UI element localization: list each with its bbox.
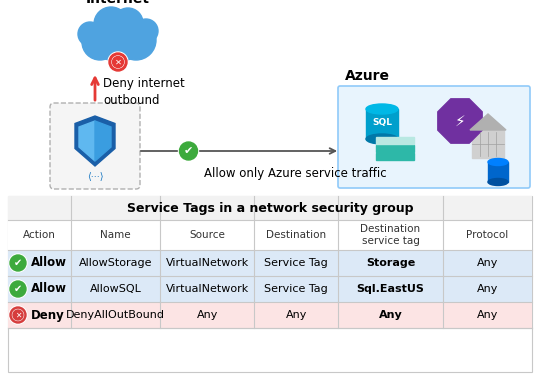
Text: Destination
service tag: Destination service tag [361, 224, 421, 246]
Text: Service Tag: Service Tag [264, 284, 328, 294]
Circle shape [10, 281, 26, 297]
Circle shape [10, 307, 26, 323]
Text: AllowSQL: AllowSQL [90, 284, 141, 294]
Circle shape [179, 142, 198, 160]
Ellipse shape [366, 134, 398, 144]
Circle shape [9, 306, 27, 324]
Polygon shape [470, 114, 506, 130]
Circle shape [94, 7, 128, 41]
Text: AllowStorage: AllowStorage [79, 258, 152, 268]
Bar [8, 250, 532, 276]
Text: Source: Source [189, 230, 225, 240]
Circle shape [82, 24, 118, 60]
Text: Azure: Azure [345, 69, 390, 83]
Text: ⟨···⟩: ⟨···⟩ [87, 172, 103, 182]
Bar [8, 196, 532, 220]
Polygon shape [75, 116, 115, 166]
Bar [8, 220, 532, 250]
Bar [8, 196, 532, 372]
Circle shape [12, 310, 24, 321]
Text: DenyAllOutBound: DenyAllOutBound [66, 310, 165, 320]
Circle shape [109, 53, 127, 71]
Polygon shape [95, 121, 111, 161]
Polygon shape [79, 121, 95, 161]
Bar [8, 276, 532, 302]
Text: Service Tags in a network security group: Service Tags in a network security group [127, 202, 413, 215]
Text: Destination: Destination [266, 230, 326, 240]
Text: SQL: SQL [372, 117, 392, 126]
Text: Allow: Allow [31, 282, 67, 295]
Text: Deny internet
outbound: Deny internet outbound [103, 77, 185, 107]
Text: Any: Any [477, 258, 498, 268]
FancyBboxPatch shape [50, 103, 140, 189]
Circle shape [113, 8, 143, 38]
Bar [376, 137, 414, 144]
Text: ✔: ✔ [184, 146, 193, 156]
Circle shape [116, 20, 156, 60]
Polygon shape [438, 99, 482, 143]
Text: Any: Any [477, 284, 498, 294]
Circle shape [9, 254, 27, 272]
Ellipse shape [488, 178, 508, 186]
Text: Service Tag: Service Tag [264, 258, 328, 268]
Text: Allow: Allow [31, 257, 67, 270]
Circle shape [112, 56, 124, 67]
Text: Any: Any [197, 310, 218, 320]
Ellipse shape [366, 104, 398, 114]
Text: Protocol: Protocol [467, 230, 509, 240]
Text: ✕: ✕ [15, 310, 21, 319]
Text: VirtualNetwork: VirtualNetwork [165, 284, 249, 294]
Text: Action: Action [23, 230, 56, 240]
Bar [472, 130, 504, 158]
Text: ✔: ✔ [14, 284, 22, 294]
Circle shape [134, 19, 158, 43]
Circle shape [92, 10, 144, 62]
Bar [376, 145, 414, 152]
Circle shape [78, 22, 102, 46]
Bar [366, 109, 398, 139]
Text: Any: Any [286, 310, 307, 320]
Circle shape [108, 52, 128, 72]
Text: Any: Any [477, 310, 498, 320]
Bar [376, 153, 414, 160]
Text: ✕: ✕ [114, 58, 122, 67]
Text: Sql.EastUS: Sql.EastUS [356, 284, 424, 294]
Circle shape [13, 310, 23, 320]
Circle shape [179, 141, 199, 161]
Circle shape [112, 56, 124, 68]
Bar [8, 302, 532, 328]
Text: Deny: Deny [31, 309, 65, 322]
Circle shape [10, 255, 26, 271]
Text: Name: Name [100, 230, 131, 240]
Bar [488, 162, 508, 182]
Text: Storage: Storage [366, 258, 415, 268]
Text: Allow only Azure service traffic: Allow only Azure service traffic [204, 167, 386, 180]
Ellipse shape [488, 159, 508, 166]
Text: Any: Any [379, 310, 402, 320]
Text: ⚡: ⚡ [455, 113, 465, 129]
Circle shape [9, 280, 27, 298]
Text: VirtualNetwork: VirtualNetwork [165, 258, 249, 268]
Text: Internet: Internet [86, 0, 150, 6]
Text: ✔: ✔ [14, 258, 22, 268]
FancyBboxPatch shape [338, 86, 530, 188]
